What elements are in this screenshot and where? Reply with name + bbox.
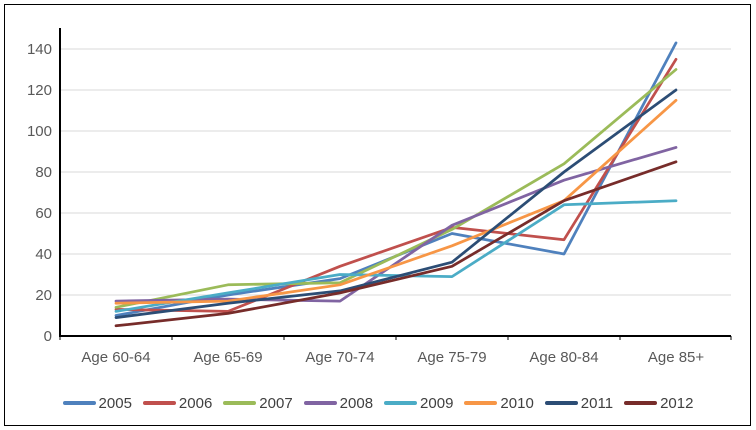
series-line-2006 [114,57,678,313]
legend-item-2010: 2010 [464,394,534,412]
legend-label: 2007 [259,394,293,412]
legend-label: 2005 [98,394,132,412]
legend-item-2011: 2011 [544,394,614,412]
legend-swatch-2007 [223,401,257,405]
legend-item-2006: 2006 [142,394,213,412]
x-category-label: Age 75-79 [417,349,486,366]
y-tick-label: 120 [27,82,52,99]
y-tick-label: 140 [27,41,52,58]
legend-label: 2011 [580,394,614,412]
series-line-2008 [114,146,678,303]
legend-label: 2009 [420,394,454,412]
y-tick-label: 100 [27,123,52,140]
y-tick-label: 80 [35,164,52,181]
legend-item-2008: 2008 [303,394,374,412]
y-tick-label: 60 [35,205,52,222]
legend: 2005 2006 2007 2008 2009 2010 2011 2012 [0,391,756,415]
legend-swatch-2008 [303,401,337,405]
x-category-label: Age 60-64 [81,349,150,366]
x-category-label: Age 85+ [648,349,705,366]
legend-swatch-2012 [624,401,658,405]
y-tick-label: 40 [35,246,52,263]
x-category-label: Age 80-84 [529,349,598,366]
legend-label: 2008 [339,394,374,412]
legend-item-2009: 2009 [384,395,453,412]
legend-label: 2006 [178,394,213,412]
series-line-2007 [114,68,678,309]
legend-label: 2012 [660,394,694,412]
legend-label: 2010 [500,394,534,412]
legend-item-2012: 2012 [624,395,693,412]
legend-swatch-2005 [62,401,96,405]
legend-item-2005: 2005 [62,394,132,412]
y-tick-label: 20 [35,287,52,304]
series-line-2010 [114,98,678,305]
series-line-2012 [114,160,678,328]
series-line-2011 [114,88,678,319]
x-category-label: Age 65-69 [193,349,262,366]
legend-swatch-2010 [464,401,498,405]
x-category-label: Age 70-74 [305,349,374,366]
legend-item-2007: 2007 [223,394,293,412]
y-tick-label: 0 [44,328,52,345]
legend-swatch-2006 [142,401,176,405]
legend-swatch-2011 [544,401,578,405]
legend-swatch-2009 [384,401,418,405]
